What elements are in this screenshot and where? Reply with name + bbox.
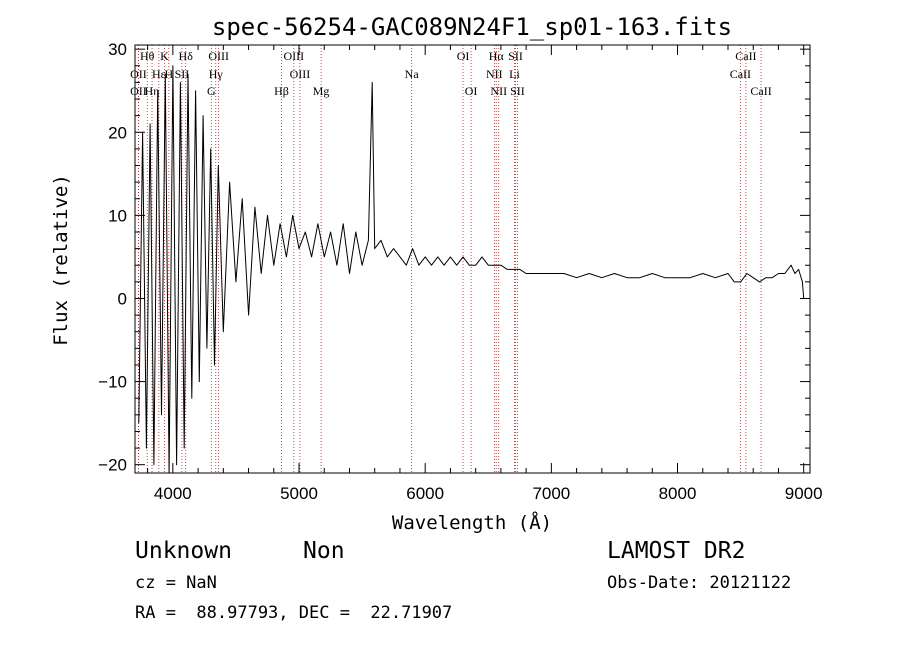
line-label: OII — [130, 84, 147, 98]
line-label: OI — [457, 49, 470, 63]
x-tick-label: 6000 — [406, 484, 444, 503]
line-label: Hε — [152, 67, 166, 81]
line-label: SII — [508, 49, 523, 63]
line-label: CaII — [730, 67, 751, 81]
line-label: G — [207, 84, 216, 98]
line-label: OIII — [208, 49, 229, 63]
line-label: OI — [465, 84, 478, 98]
y-tick-label: 10 — [108, 206, 127, 225]
x-axis-label: Wavelength (Å) — [392, 511, 552, 534]
line-label: Na — [405, 67, 420, 81]
line-label: OIII — [284, 49, 305, 63]
redshift-value: cz = NaN — [135, 573, 217, 593]
line-label: Hα — [489, 49, 505, 63]
line-label: Hγ — [209, 67, 224, 81]
x-tick-label: 4000 — [154, 484, 192, 503]
line-label: OIII — [290, 67, 311, 81]
y-tick-label: −10 — [98, 373, 127, 392]
y-tick-label: 20 — [108, 123, 127, 142]
line-label: Hη — [145, 84, 160, 98]
line-label: Hβ — [274, 84, 289, 98]
coordinates: RA = 88.97793, DEC = 22.71907 — [135, 603, 453, 623]
x-tick-label: 9000 — [785, 484, 823, 503]
object-subclass: Non — [303, 538, 345, 564]
x-tick-label: 5000 — [280, 484, 318, 503]
spectral-line-markers — [138, 45, 762, 473]
line-label: OII — [130, 67, 147, 81]
survey-name: LAMOST DR2 — [607, 538, 746, 564]
line-label: CaII — [735, 49, 756, 63]
line-label: H — [164, 67, 173, 81]
y-tick-label: 0 — [118, 289, 127, 308]
y-tick-label: 30 — [108, 40, 127, 59]
line-label: Hθ — [140, 49, 155, 63]
y-axis-label: Flux (relative) — [50, 174, 72, 346]
observation-date: Obs-Date: 20121122 — [607, 573, 792, 593]
line-label: Li — [509, 67, 520, 81]
line-label: NII — [490, 84, 507, 98]
line-label: Hδ — [179, 49, 194, 63]
plot-frame — [134, 44, 811, 474]
chart-title: spec-56254-GAC089N24F1_sp01-163.fits — [212, 13, 732, 41]
x-tick-label: 7000 — [532, 484, 570, 503]
y-axis: −20 −10 0 10 20 30 — [98, 40, 810, 475]
line-label: K — [160, 49, 169, 63]
line-label: CaII — [750, 84, 771, 98]
x-tick-label: 8000 — [659, 484, 697, 503]
line-label: SII — [510, 84, 525, 98]
line-label: NII — [486, 67, 503, 81]
x-axis: 4000 5000 6000 7000 8000 9000 — [147, 45, 823, 503]
spectrum-line — [138, 65, 805, 474]
object-class: Unknown — [135, 538, 232, 564]
line-label: SII — [175, 67, 190, 81]
y-tick-label: −20 — [98, 456, 127, 475]
line-label: Mg — [313, 84, 330, 98]
